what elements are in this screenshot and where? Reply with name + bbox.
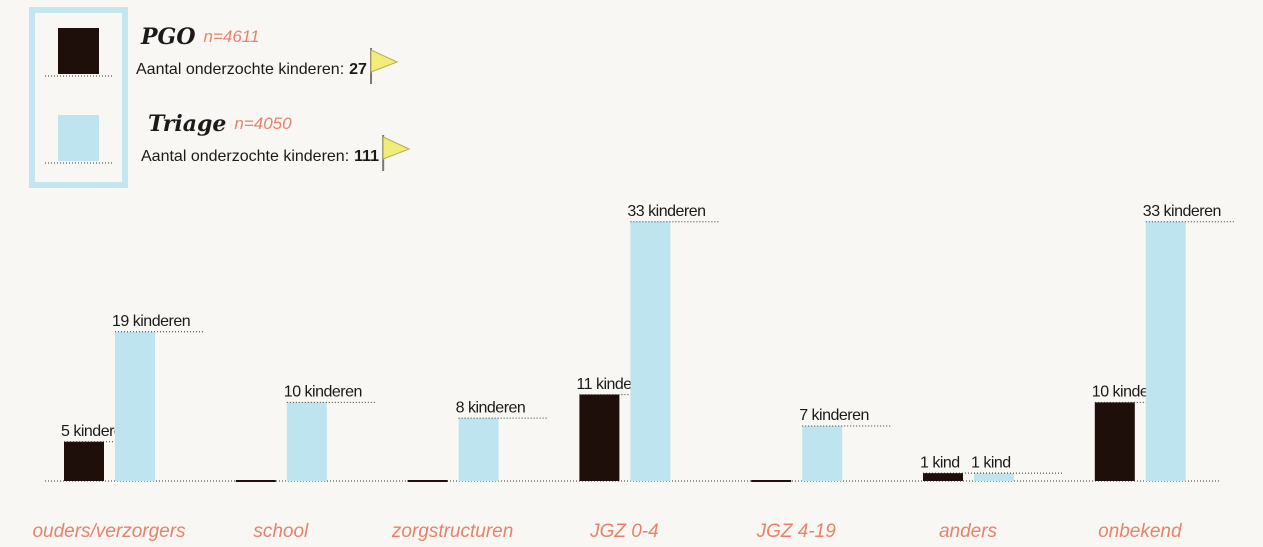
value-label: 1 kind (971, 454, 1011, 471)
value-label: 1 kind (920, 454, 960, 471)
note-count: 111 (354, 148, 379, 165)
x-tick-label: JGZ 0-4 (589, 521, 659, 542)
x-tick-label: anders (939, 521, 998, 542)
bar (115, 331, 155, 481)
value-label: 33 kinderen (1143, 203, 1221, 220)
bar (286, 402, 327, 481)
x-tick-label: JGZ 4-19 (756, 521, 837, 542)
x-tick-label: school (253, 521, 309, 542)
bar (64, 441, 104, 481)
legend-name: PGO (140, 24, 196, 50)
x-tick-label: onbekend (1098, 521, 1183, 542)
bar (630, 221, 671, 481)
bar (751, 480, 792, 482)
bar (235, 480, 276, 482)
legend-swatch (58, 28, 99, 74)
note-text: Aantal onderzochte kinderen: (136, 61, 344, 78)
legend-name: Triage (148, 111, 226, 137)
flag (370, 49, 399, 73)
legend-note: Aantal onderzochte kinderen: 27 (136, 61, 367, 78)
legend-n: n=4050 (234, 114, 292, 133)
legend-n: n=4611 (204, 27, 260, 46)
note-text: Aantal onderzochte kinderen: (141, 148, 349, 165)
legend-swatch (58, 115, 99, 161)
legend-note: Aantal onderzochte kinderen: 111 (141, 148, 379, 165)
x-tick-label: ouders/verzorgers (32, 521, 186, 542)
x-tick-label: zorgstructuren (391, 521, 513, 542)
bar (458, 418, 499, 481)
bar (579, 394, 620, 481)
bar (1145, 221, 1186, 481)
bar (407, 480, 448, 482)
bar (802, 426, 843, 481)
bar (923, 473, 963, 481)
value-label: 7 kinderen (799, 407, 869, 424)
value-label: 5 kinderen (61, 423, 131, 440)
value-label: 10 kinderen (284, 384, 362, 401)
flag (382, 136, 411, 160)
legend-box (29, 7, 128, 188)
legend-title: PGO n=4611 (140, 24, 259, 50)
bar (974, 473, 1014, 481)
value-label: 8 kinderen (456, 399, 526, 416)
value-label: 33 kinderen (627, 203, 705, 220)
legend-title: Triage n=4050 (148, 111, 292, 137)
value-label: 19 kinderen (112, 313, 190, 330)
note-count: 27 (349, 61, 367, 78)
bar (1094, 402, 1135, 481)
